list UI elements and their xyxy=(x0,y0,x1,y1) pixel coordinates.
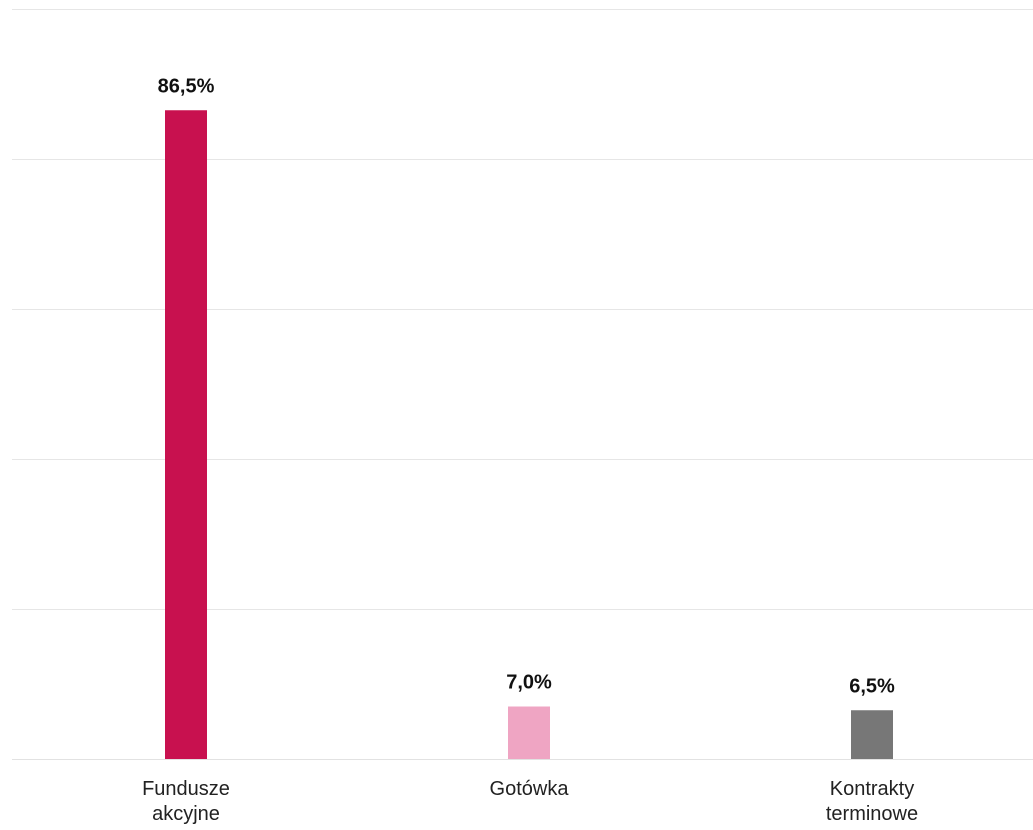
category-tick-label-line: terminowe xyxy=(826,803,918,825)
bar xyxy=(851,710,893,759)
value-label-layer: 86,5% 7,0% 6,5% xyxy=(158,75,895,697)
category-tick-label-line: Kontrakty xyxy=(830,778,914,800)
bar xyxy=(508,706,550,759)
category-tick-label: Fundusze akcyjne xyxy=(142,778,230,825)
category-tick-label-line: akcyjne xyxy=(152,803,220,825)
category-tick-label: Kontrakty terminowe xyxy=(826,778,918,825)
category-tick-label-line: Gotówka xyxy=(490,778,570,800)
category-label-layer: Fundusze akcyjne Gotówka Kontrakty terminowe xyxy=(142,778,918,825)
data-label: 7,0% xyxy=(506,672,552,694)
data-label: 86,5% xyxy=(158,75,215,97)
category-tick-label: Gotówka xyxy=(490,778,570,800)
category-tick-label-line: Fundusze xyxy=(142,778,230,800)
bar-layer xyxy=(165,110,893,759)
bar xyxy=(165,110,207,759)
data-label: 6,5% xyxy=(849,675,895,697)
